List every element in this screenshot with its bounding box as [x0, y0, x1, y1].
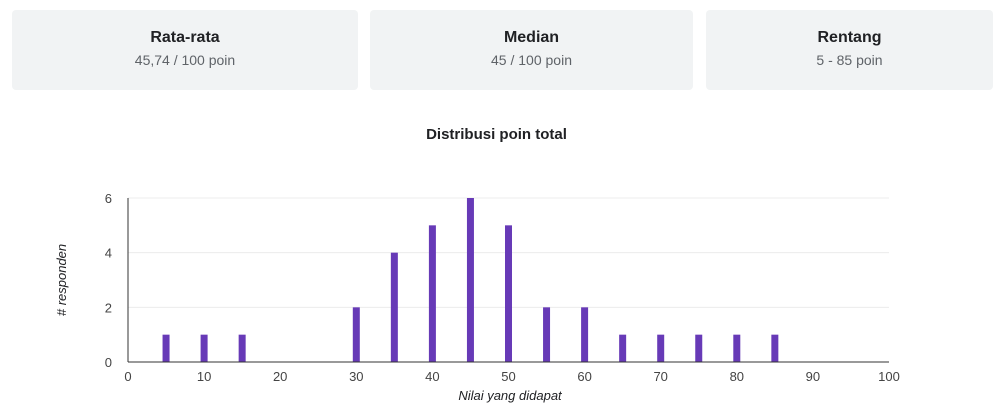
- range-card: Rentang 5 - 85 poin: [706, 10, 993, 90]
- bar: [657, 334, 665, 362]
- x-tick-label: 60: [577, 369, 591, 384]
- x-tick-label: 100: [878, 369, 900, 384]
- bar: [352, 307, 360, 362]
- bar: [581, 307, 589, 362]
- bar: [733, 334, 741, 362]
- y-tick-label: 0: [105, 355, 112, 370]
- x-axis-label: Nilai yang didapat: [458, 388, 563, 403]
- bar: [390, 252, 398, 362]
- bar: [162, 334, 170, 362]
- y-tick-label: 6: [105, 191, 112, 206]
- bar: [543, 307, 551, 362]
- y-tick-label: 2: [105, 300, 112, 315]
- range-value: 5 - 85 poin: [816, 52, 883, 68]
- chart-title: Distribusi poin total: [426, 126, 567, 143]
- median-value: 45 / 100 poin: [491, 52, 572, 68]
- x-tick-label: 90: [806, 369, 820, 384]
- bar: [505, 225, 512, 362]
- bar: [238, 334, 246, 362]
- x-tick-label: 80: [730, 369, 744, 384]
- bar: [428, 225, 436, 362]
- x-tick-label: 0: [124, 369, 131, 384]
- x-tick-label: 10: [197, 369, 211, 384]
- bar: [619, 334, 627, 362]
- y-tick-label: 4: [105, 246, 112, 261]
- bar: [771, 334, 779, 362]
- x-tick-label: 20: [273, 369, 287, 384]
- median-label: Median: [503, 29, 560, 46]
- mean-card: Rata-rata 45,74 / 100 poin: [12, 10, 358, 90]
- y-axis-label: # responden: [54, 244, 69, 316]
- mean-label: Rata-rata: [150, 29, 220, 46]
- range-label: Rentang: [817, 29, 882, 46]
- mean-value: 45,74 / 100 poin: [134, 52, 236, 68]
- bar: [466, 198, 474, 362]
- median-card: Median 45 / 100 poin: [370, 10, 693, 90]
- bar: [200, 334, 208, 362]
- x-tick-label: 50: [501, 369, 515, 384]
- bar: [695, 334, 703, 362]
- x-tick-label: 70: [653, 369, 667, 384]
- x-tick-label: 40: [425, 369, 439, 384]
- x-tick-label: 30: [349, 369, 363, 384]
